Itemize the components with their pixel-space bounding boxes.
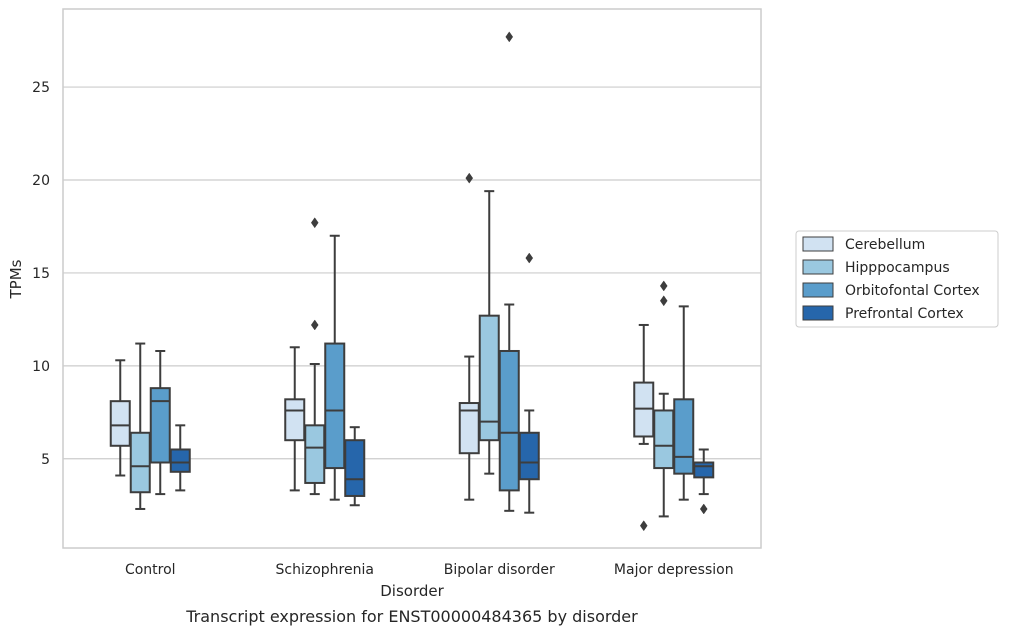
box-major-depression (693, 448, 715, 515)
y-axis-label: TPMs (7, 259, 25, 299)
legend-label: Prefrontal Cortex (845, 306, 964, 322)
box-iqr (304, 424, 326, 484)
box-control (169, 424, 191, 492)
box-schizophrenia (344, 426, 366, 507)
box-bipolar-disorder (518, 252, 540, 514)
legend-swatch (802, 282, 834, 298)
x-tick-labels: Control Schizophrenia Bipolar disorder Majo… (125, 562, 734, 578)
y-tick-label: 15 (32, 266, 50, 282)
series-cerebellum (109, 172, 655, 532)
legend-label: Hipppocampus (845, 260, 950, 276)
box-major-depression (673, 305, 695, 501)
x-tick-label: Control (125, 562, 176, 578)
box-schizophrenia (304, 217, 326, 496)
legend-label: Cerebellum (845, 237, 925, 253)
series-hipppocampus (129, 190, 675, 518)
x-axis-label: Disorder (380, 582, 444, 600)
series-orbitofontal-cortex (149, 31, 695, 512)
outlier-point (659, 280, 668, 292)
box-iqr (653, 409, 675, 470)
y-tick-label: 5 (41, 452, 50, 468)
series-prefrontal-cortex (169, 252, 715, 515)
box-bipolar-disorder (458, 172, 480, 501)
box-iqr (149, 387, 171, 464)
outlier-point (465, 172, 474, 184)
box-control (129, 342, 151, 510)
box-iqr (109, 400, 131, 447)
legend-swatch (802, 259, 834, 275)
box-major-depression (653, 280, 675, 518)
box-iqr (693, 461, 715, 479)
box-iqr (169, 448, 191, 473)
y-tick-label: 25 (32, 80, 50, 96)
box-series (109, 31, 715, 532)
box-control (149, 349, 171, 496)
outlier-point (639, 520, 648, 532)
legend-frame (795, 230, 999, 328)
figure-caption: Transcript expression for ENST0000048436… (185, 607, 638, 626)
box-iqr (498, 349, 520, 492)
legend-swatch (802, 305, 834, 321)
box-iqr (324, 342, 346, 470)
box-schizophrenia (324, 234, 346, 501)
legend: Cerebellum Hipppocampus Orbitofontal Corte… (795, 230, 999, 328)
x-tick-label: Major depression (614, 562, 734, 578)
outlier-point (310, 217, 319, 229)
y-tick-label: 20 (32, 173, 50, 189)
box-iqr (284, 398, 306, 442)
x-tick-label: Bipolar disorder (444, 562, 555, 578)
legend-swatch (802, 236, 834, 252)
box-schizophrenia (284, 346, 306, 492)
box-bipolar-disorder (478, 190, 500, 475)
y-tick-labels: 5 10 15 20 25 (32, 80, 50, 468)
legend-label: Orbitofontal Cortex (845, 283, 980, 299)
box-bipolar-disorder (498, 31, 520, 512)
box-control (109, 359, 131, 477)
box-iqr (129, 431, 151, 494)
outlier-point (505, 31, 514, 43)
box-major-depression (633, 323, 655, 532)
x-tick-label: Schizophrenia (276, 562, 374, 578)
outlier-point (659, 295, 668, 307)
outlier-point (699, 503, 708, 515)
box-iqr (673, 398, 695, 475)
outlier-point (525, 252, 534, 264)
box-iqr (518, 431, 540, 481)
y-tick-label: 10 (32, 359, 50, 375)
outlier-point (310, 319, 319, 331)
plot-frame (62, 8, 762, 549)
box-iqr (344, 439, 366, 497)
